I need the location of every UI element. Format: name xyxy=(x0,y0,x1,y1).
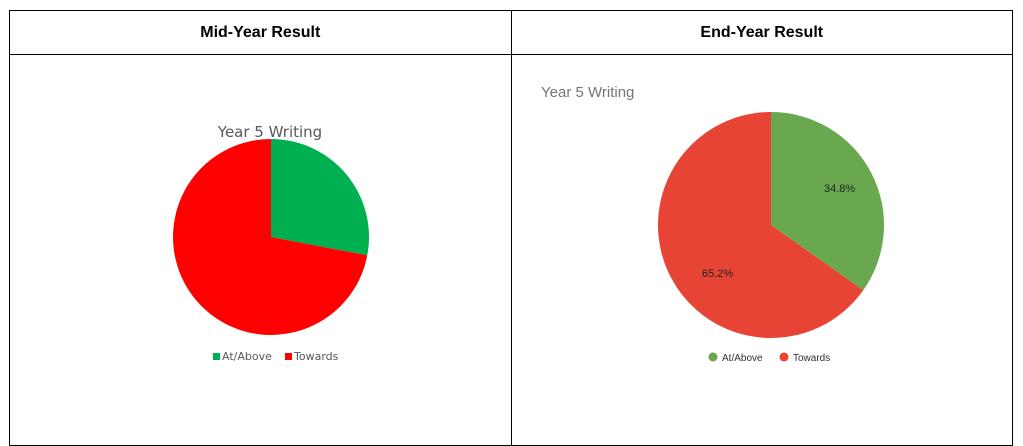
mid-year-pie-chart: Year 5 Writing At/Above Towards xyxy=(173,123,370,363)
mid-chart-title: Year 5 Writing xyxy=(217,123,322,141)
mid-year-header: Mid-Year Result xyxy=(9,10,512,55)
data-label-at-above: 34.8% xyxy=(824,183,855,195)
end-year-header: End-Year Result xyxy=(510,10,1013,55)
end-data-labels: 34.8% 65.2% xyxy=(702,183,855,280)
mid-pie-slices xyxy=(173,139,370,336)
results-table-frame: Mid-Year Result End-Year Result Year 5 W… xyxy=(9,10,1013,446)
legend-label-towards: Towards xyxy=(793,353,830,364)
pie-slice-towards xyxy=(173,139,368,336)
end-legend: At/Above Towards xyxy=(708,352,830,364)
pie-slice-at-above xyxy=(271,139,370,256)
mid-year-cell: Year 5 Writing At/Above Towards xyxy=(9,54,512,446)
end-year-pie-chart: Year 5 Writing 34.8% 65.2% At/Above Toward… xyxy=(541,84,884,364)
legend-label-at-above: At/Above xyxy=(722,353,763,364)
chart-row: Year 5 Writing At/Above Towards Year 5 Wr… xyxy=(9,54,1013,446)
pie-slice-towards xyxy=(657,112,863,338)
mid-legend: At/Above Towards xyxy=(213,350,339,363)
data-label-towards: 65.2% xyxy=(702,268,733,280)
legend-label-at-above: At/Above xyxy=(222,350,272,363)
end-chart-title: Year 5 Writing xyxy=(541,84,634,101)
legend-marker-towards xyxy=(285,353,292,360)
legend-label-towards: Towards xyxy=(293,350,339,363)
pie-slice-at-above xyxy=(770,112,884,291)
end-year-cell: Year 5 Writing 34.8% 65.2% At/Above Toward… xyxy=(510,54,1013,446)
results-table: Mid-Year Result End-Year Result Year 5 W… xyxy=(9,10,1013,446)
legend-marker-at-above xyxy=(708,352,717,362)
header-row: Mid-Year Result End-Year Result xyxy=(9,10,1013,55)
end-pie-slices xyxy=(657,112,884,338)
legend-marker-at-above xyxy=(213,353,220,360)
legend-marker-towards xyxy=(779,352,788,362)
